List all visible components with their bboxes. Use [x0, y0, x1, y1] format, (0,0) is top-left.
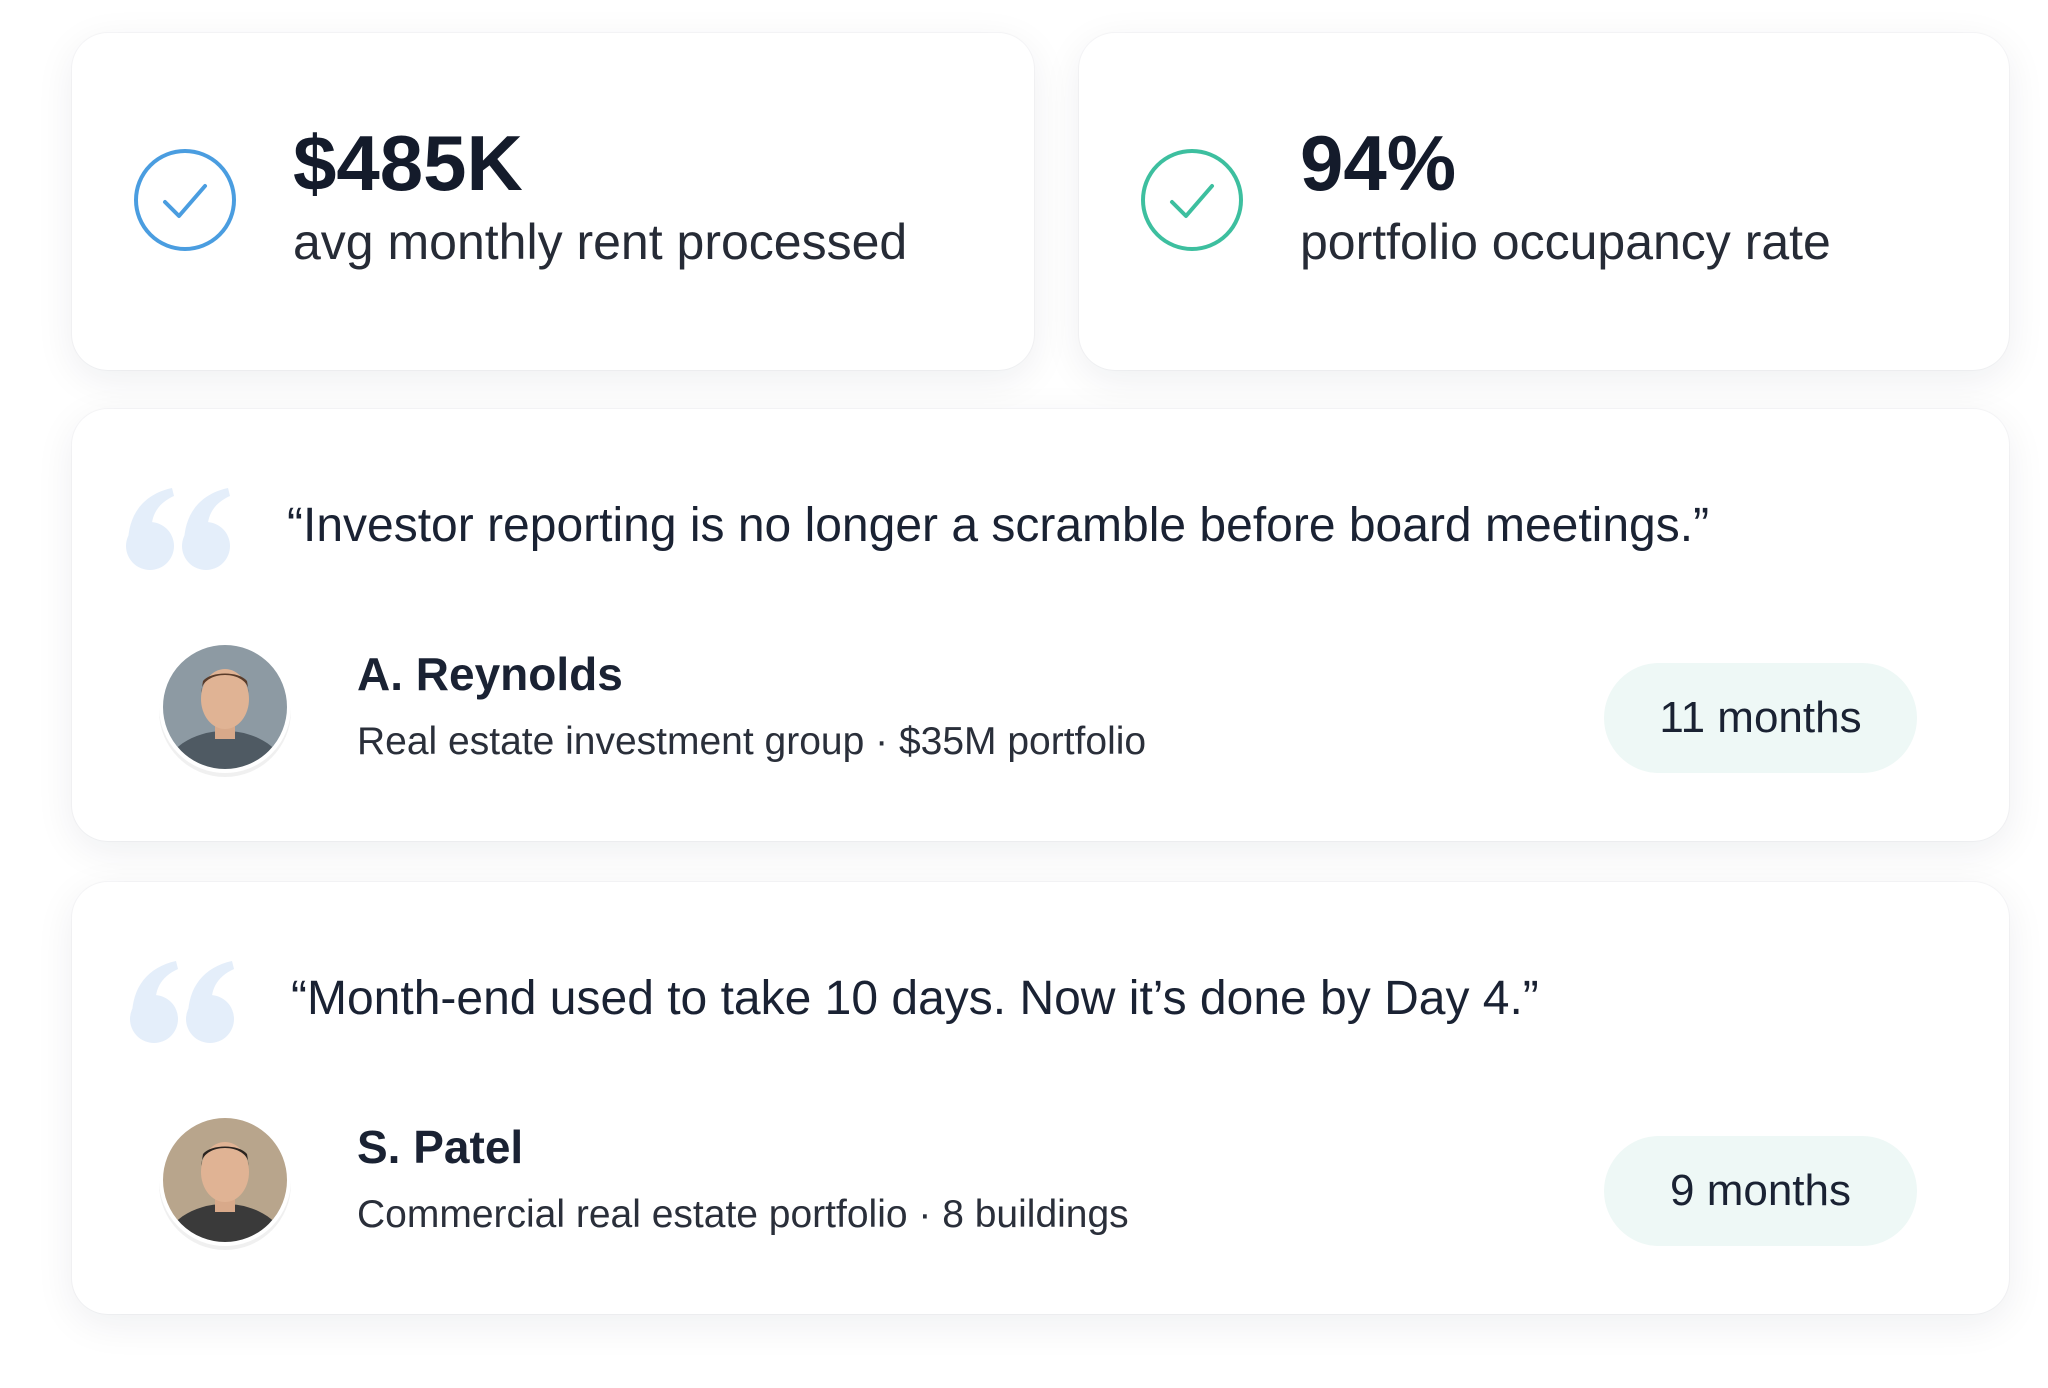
avatar	[159, 641, 291, 777]
check-icon	[134, 149, 236, 251]
testimonial-card	[72, 882, 2009, 1314]
author-name: S. Patel	[357, 1121, 524, 1173]
author-description: Commercial real estate portfolio · 8 bui…	[357, 1193, 1129, 1236]
check-icon	[1141, 149, 1243, 251]
stat-label: portfolio occupancy rate	[1300, 214, 1831, 270]
quote-mark	[126, 488, 230, 570]
quote-text: “Investor reporting is no longer a scram…	[287, 499, 1710, 552]
author-description: Real estate investment group · $35M port…	[357, 720, 1147, 763]
quote-text: “Month-end used to take 10 days. Now it’…	[291, 972, 1539, 1025]
quote-mark	[130, 961, 234, 1043]
testimonial-card	[72, 409, 2009, 841]
stat-card	[1079, 33, 2009, 370]
stat-value: 94%	[1300, 119, 1457, 207]
author-name: A. Reynolds	[357, 648, 623, 700]
stat-label: avg monthly rent processed	[293, 214, 908, 270]
duration-pill: 11 months	[1604, 663, 1917, 773]
avatar	[159, 1114, 291, 1250]
duration-pill: 9 months	[1604, 1136, 1917, 1246]
stat-value: $485K	[293, 119, 523, 207]
